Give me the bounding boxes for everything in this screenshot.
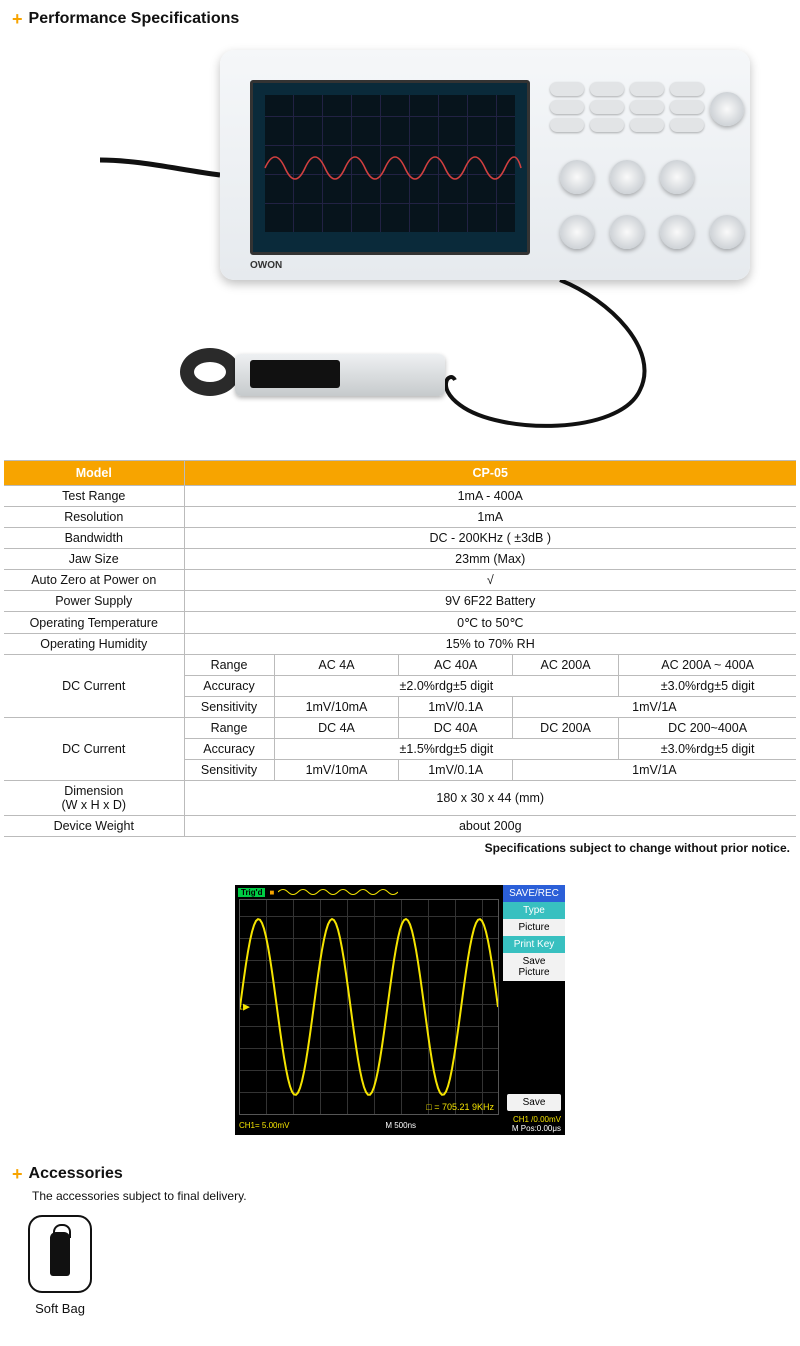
accessory-item: Soft Bag [28, 1215, 92, 1316]
spec-cell: 15% to 70% RH [184, 634, 796, 655]
spec-row: Operating Humidity15% to 70% RH [4, 634, 796, 655]
osc-bot-right: CH1 /0.00mV M Pos:0.00μs [512, 1116, 561, 1134]
accessories-subtitle: The accessories subject to final deliver… [28, 1189, 772, 1203]
spec-cell: DC 200A [512, 718, 618, 739]
spec-cell: 1mA [184, 507, 796, 528]
oscilloscope-screenshot: Trig'd ■ SAVE/RECTypePicturePrint KeySav… [235, 885, 565, 1135]
product-photo: OWON [100, 40, 700, 440]
osc-bot-left: CH1= 5.00mV [239, 1121, 289, 1130]
spec-cell: 1mV/10mA [274, 697, 399, 718]
spec-cell: ±1.5%rdg±5 digit [274, 739, 619, 760]
spec-label-weight: Device Weight [4, 816, 184, 837]
freq-readout: □ = 705.21 9KHz [426, 1102, 494, 1112]
spec-cell: 9V 6F22 Battery [184, 591, 796, 612]
spec-group-label: DC Current [4, 655, 184, 718]
osc-side-item[interactable]: SAVE/REC [503, 885, 565, 902]
spec-sub-label: Accuracy [184, 676, 274, 697]
spec-label: Jaw Size [4, 549, 184, 570]
spec-sub-label: Range [184, 655, 274, 676]
spec-header-value: CP-05 [184, 461, 796, 486]
spec-cell: about 200g [184, 816, 796, 837]
osc-side-item[interactable]: Save Picture [503, 953, 565, 981]
spec-cell: 1mA - 400A [184, 486, 796, 507]
section-header-acc: + Accessories [0, 1139, 800, 1189]
current-clamp [180, 340, 460, 410]
spec-row: Resolution1mA [4, 507, 796, 528]
oscilloscope-screen [250, 80, 530, 255]
section-header-spec: + Performance Specifications [0, 0, 800, 34]
waveform [240, 900, 498, 1114]
spec-cell: 1mV/0.1A [399, 697, 512, 718]
spec-row: Dimension (W x H x D) 180 x 30 x 44 (mm) [4, 781, 796, 816]
spec-sub-label: Sensitivity [184, 697, 274, 718]
spec-table: Model CP-05 Test Range1mA - 400AResoluti… [4, 460, 796, 837]
osc-side-item[interactable]: Print Key [503, 936, 565, 953]
spec-cell: DC 40A [399, 718, 512, 739]
spec-cell: AC 40A [399, 655, 512, 676]
section-title-acc: Accessories [29, 1165, 123, 1183]
spec-cell: 23mm (Max) [184, 549, 796, 570]
spec-cell: AC 200A [512, 655, 618, 676]
spec-sub-label: Sensitivity [184, 760, 274, 781]
osc-bot-mid: M 500ns [385, 1121, 416, 1130]
spec-header-label: Model [4, 461, 184, 486]
osc-side-item[interactable]: Picture [503, 919, 565, 936]
spec-label: Power Supply [4, 591, 184, 612]
osc-bottom-bar: CH1= 5.00mV M 500ns CH1 /0.00mV M Pos:0.… [235, 1115, 565, 1135]
spec-sub-label: Range [184, 718, 274, 739]
spec-row: Auto Zero at Power on√ [4, 570, 796, 591]
spec-label: Auto Zero at Power on [4, 570, 184, 591]
spec-row: Device Weight about 200g [4, 816, 796, 837]
spec-cell: 0℃ to 50℃ [184, 612, 796, 634]
spec-footnote: Specifications subject to change without… [0, 837, 800, 855]
osc-side-menu: SAVE/RECTypePicturePrint KeySave Picture… [503, 885, 565, 1135]
spec-label: Test Range [4, 486, 184, 507]
spec-cell: AC 200A ~ 400A [619, 655, 796, 676]
scope-wave [265, 168, 515, 228]
spec-row: DC Current Range DC 4A DC 40A DC 200A DC… [4, 718, 796, 739]
spec-label: Bandwidth [4, 528, 184, 549]
ch-marker: 1▶ [239, 1002, 250, 1013]
spec-label: Operating Temperature [4, 612, 184, 634]
save-button[interactable]: Save [507, 1094, 561, 1111]
spec-row: DC Current Range AC 4A AC 40A AC 200A AC… [4, 655, 796, 676]
osc-side-item[interactable]: Type [503, 902, 565, 919]
plus-icon: + [12, 1165, 23, 1183]
spec-cell: 1mV/1A [512, 760, 796, 781]
spec-cell: DC - 200KHz ( ±3dB ) [184, 528, 796, 549]
spec-row: Operating Temperature0℃ to 50℃ [4, 612, 796, 634]
soft-bag-icon [28, 1215, 92, 1293]
spec-row: Power Supply9V 6F22 Battery [4, 591, 796, 612]
spec-cell: √ [184, 570, 796, 591]
accessory-label: Soft Bag [28, 1301, 92, 1316]
spec-row: BandwidthDC - 200KHz ( ±3dB ) [4, 528, 796, 549]
spec-row: Test Range1mA - 400A [4, 486, 796, 507]
spec-label: Operating Humidity [4, 634, 184, 655]
plus-icon: + [12, 10, 23, 28]
oscilloscope-body: OWON [220, 50, 750, 280]
spec-cell: 1mV/10mA [274, 760, 399, 781]
spec-cell: 1mV/0.1A [399, 760, 512, 781]
spec-cell: ±3.0%rdg±5 digit [619, 676, 796, 697]
spec-cell: 180 x 30 x 44 (mm) [184, 781, 796, 816]
accessories-row: The accessories subject to final deliver… [0, 1189, 800, 1336]
spec-cell: 1mV/1A [512, 697, 796, 718]
spec-cell: DC 200~400A [619, 718, 796, 739]
spec-cell: ±3.0%rdg±5 digit [619, 739, 796, 760]
spec-cell: AC 4A [274, 655, 399, 676]
spec-label-dimension: Dimension (W x H x D) [4, 781, 184, 816]
trigd-badge: Trig'd [238, 888, 265, 897]
spec-cell: DC 4A [274, 718, 399, 739]
spec-label: Resolution [4, 507, 184, 528]
osc-plot: 1▶ □ = 705.21 9KHz [239, 899, 499, 1115]
spec-group-label: DC Current [4, 718, 184, 781]
spec-row: Jaw Size23mm (Max) [4, 549, 796, 570]
spec-cell: ±2.0%rdg±5 digit [274, 676, 619, 697]
section-title-spec: Performance Specifications [29, 10, 240, 28]
spec-sub-label: Accuracy [184, 739, 274, 760]
spec-header-row: Model CP-05 [4, 461, 796, 486]
